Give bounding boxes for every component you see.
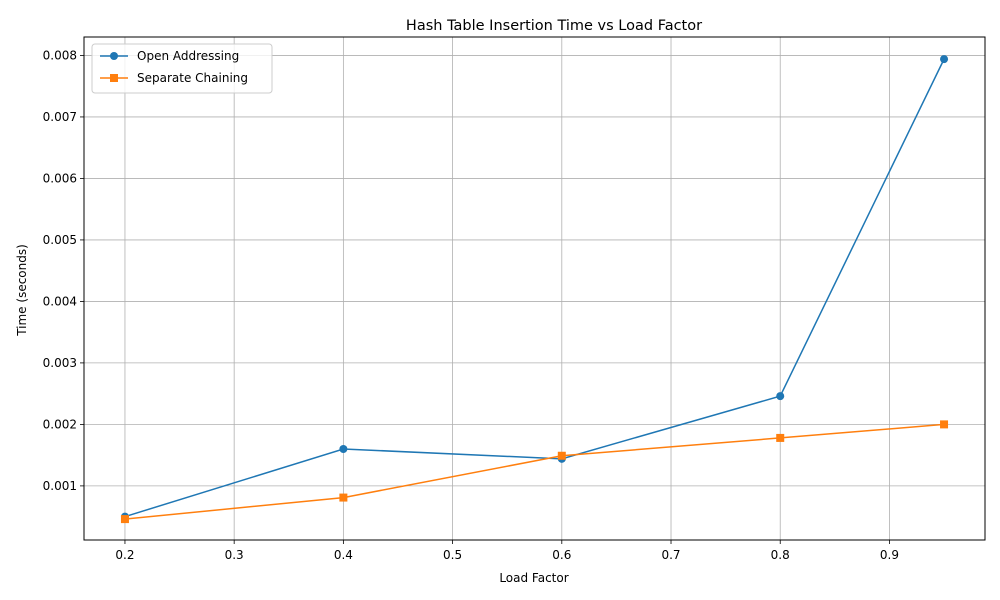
plot-frame	[83, 36, 986, 541]
grid	[84, 37, 985, 540]
ticks: 0.2 0.3 0.4 0.5 0.6 0.7 0.8 0.9 0.001 0.002 0.003 0…	[43, 48, 899, 562]
x-tick-label: 0.7	[661, 548, 680, 562]
legend-label-separate-chaining: Separate Chaining	[137, 71, 248, 85]
legend-box	[91, 43, 273, 94]
data-point-open-addressing	[940, 55, 949, 64]
y-tick-label: 0.004	[43, 294, 77, 308]
series-layer	[120, 55, 949, 524]
y-tick-label: 0.003	[43, 356, 77, 370]
legend-label-open-addressing: Open Addressing	[137, 49, 239, 63]
chart-title: Hash Table Insertion Time vs Load Factor	[406, 18, 702, 34]
data-point-open-addressing	[339, 444, 348, 453]
series-line-open-addressing	[124, 58, 945, 518]
y-axis-label: Time (seconds)	[15, 244, 29, 337]
x-axis-label: Load Factor	[499, 571, 568, 585]
x-tick-label: 0.8	[771, 548, 790, 562]
legend-entry-separate-chaining: Separate Chaining	[100, 71, 248, 85]
data-point-open-addressing	[776, 392, 785, 401]
y-tick-label: 0.007	[43, 110, 77, 124]
data-point-separate-chaining	[776, 433, 785, 442]
x-tick-label: 0.9	[880, 548, 899, 562]
data-point-separate-chaining	[557, 451, 566, 460]
x-tick-label: 0.2	[115, 548, 134, 562]
series-line-separate-chaining	[124, 423, 945, 520]
x-tick-label: 0.3	[225, 548, 244, 562]
x-tick-label: 0.6	[552, 548, 571, 562]
y-tick-label: 0.002	[43, 417, 77, 431]
legend-marker-open-addressing	[110, 52, 118, 60]
x-tick-label: 0.5	[443, 548, 462, 562]
y-tick-label: 0.006	[43, 171, 77, 185]
legend: Open Addressing Separate Chaining	[91, 43, 273, 94]
legend-entry-open-addressing: Open Addressing	[100, 49, 239, 63]
data-point-separate-chaining	[940, 420, 949, 429]
legend-marker-separate-chaining	[110, 74, 118, 82]
y-tick-label: 0.001	[43, 479, 77, 493]
x-tick-label: 0.4	[334, 548, 353, 562]
data-point-separate-chaining	[120, 515, 129, 524]
data-point-separate-chaining	[339, 493, 348, 502]
y-tick-label: 0.008	[43, 48, 77, 62]
y-tick-label: 0.005	[43, 233, 77, 247]
